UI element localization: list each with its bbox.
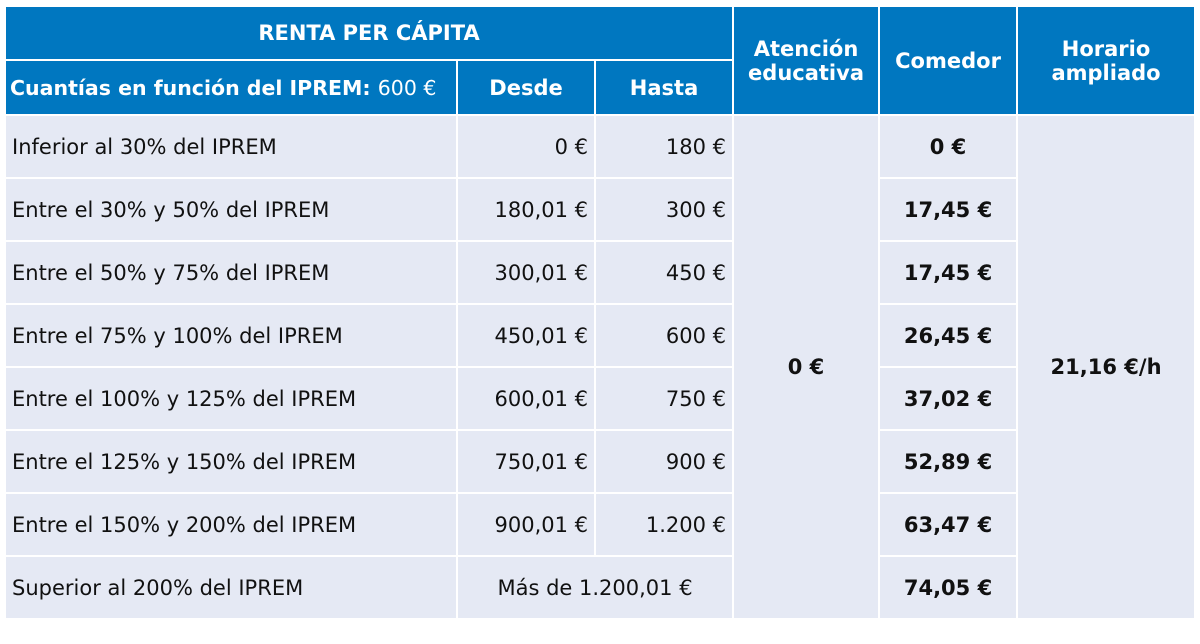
table-row: Superior al 200% del IPREM Más de 1.200,0… — [4, 555, 1195, 620]
desde-cell: 450,01 € — [456, 303, 596, 368]
table-row: Entre el 30% y 50% del IPREM 180,01 €300 … — [4, 177, 1195, 242]
table-row: Entre el 50% y 75% del IPREM 300,01 €450 … — [4, 240, 1195, 305]
comedor-cell: 0 € — [878, 114, 1019, 179]
table-row: Entre el 150% y 200% del IPREM 900,01 €1.… — [4, 492, 1195, 557]
horario-value: 21,16 €/h — [1016, 114, 1197, 620]
comedor-header: Comedor — [878, 5, 1019, 116]
horario-header: Horario ampliado — [1016, 5, 1197, 116]
hasta-cell: 300 € — [593, 177, 735, 242]
comedor-cell: 74,05 € — [878, 555, 1019, 620]
income-range-label: Entre el 150% y 200% del IPREM — [4, 492, 458, 557]
comedor-cell: 17,45 € — [878, 177, 1019, 242]
comedor-cell: 17,45 € — [878, 240, 1019, 305]
hasta-cell: 600 € — [593, 303, 735, 368]
income-range-label: Inferior al 30% del IPREM — [4, 114, 458, 179]
comedor-cell: 26,45 € — [878, 303, 1019, 368]
hasta-cell: 750 € — [593, 366, 735, 431]
cuantias-header: Cuantías en función del IPREM: 600 € — [4, 59, 458, 116]
income-range-label: Entre el 30% y 50% del IPREM — [4, 177, 458, 242]
range-cell: Más de 1.200,01 € — [455, 555, 735, 620]
desde-cell: 180,01 € — [456, 177, 596, 242]
cuantias-label: Cuantías en función del IPREM: — [10, 75, 371, 100]
hasta-cell: 900 € — [593, 429, 735, 494]
table-row: Entre el 125% y 150% del IPREM 750,01 €90… — [4, 429, 1195, 494]
comedor-cell: 63,47 € — [878, 492, 1019, 557]
fees-table: RENTA PER CÁPITA Atención educativa Come… — [3, 5, 1197, 620]
income-range-label: Entre el 75% y 100% del IPREM — [4, 303, 458, 368]
desde-cell: 600,01 € — [456, 366, 596, 431]
header-row-2: Cuantías en función del IPREM: 600 € Des… — [4, 59, 1195, 116]
desde-cell: 750,01 € — [456, 429, 596, 494]
desde-cell: 300,01 € — [456, 240, 596, 305]
desde-header: Desde — [456, 59, 596, 116]
hasta-header: Hasta — [593, 59, 735, 116]
header-row-1: RENTA PER CÁPITA Atención educativa Come… — [3, 5, 1197, 116]
atencion-header: Atención educativa — [732, 5, 881, 116]
table-row: Inferior al 30% del IPREM 0 €180 €0 €0 €2… — [4, 114, 1197, 620]
desde-cell: 0 € — [456, 114, 596, 179]
table-row: Entre el 100% y 125% del IPREM 600,01 €75… — [4, 366, 1195, 431]
hasta-cell: 450 € — [593, 240, 735, 305]
hasta-cell: 180 € — [593, 114, 735, 179]
table-body: Inferior al 30% del IPREM 0 €180 €0 €0 €2… — [4, 114, 1197, 620]
hasta-cell: 1.200 € — [593, 492, 735, 557]
table-row: Entre el 75% y 100% del IPREM 450,01 €600… — [4, 303, 1195, 368]
cuantias-value: 600 € — [377, 75, 437, 100]
income-range-label: Superior al 200% del IPREM — [4, 555, 458, 620]
renta-header: RENTA PER CÁPITA — [3, 5, 735, 61]
income-range-label: Entre el 100% y 125% del IPREM — [4, 366, 458, 431]
comedor-cell: 52,89 € — [878, 429, 1019, 494]
income-range-label: Entre el 125% y 150% del IPREM — [4, 429, 458, 494]
income-range-label: Entre el 50% y 75% del IPREM — [4, 240, 458, 305]
comedor-cell: 37,02 € — [878, 366, 1019, 431]
atencion-value: 0 € — [732, 114, 881, 620]
desde-cell: 900,01 € — [456, 492, 596, 557]
